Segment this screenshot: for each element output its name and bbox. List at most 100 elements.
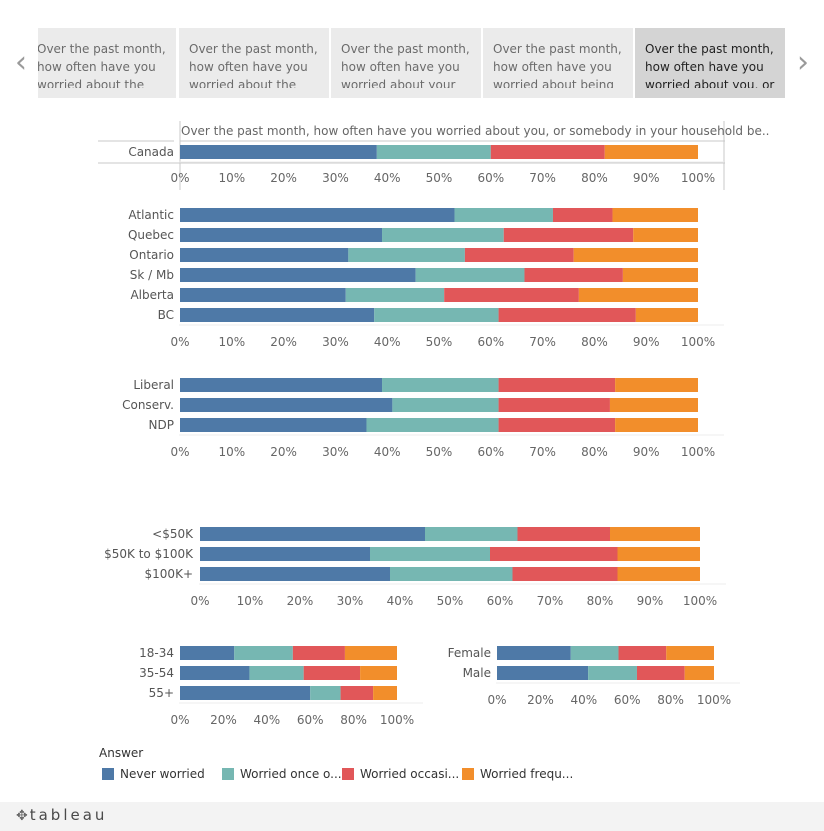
logo-text: tableau (29, 806, 108, 824)
bar-segment (604, 145, 698, 159)
tab-label: Over the past month, how often have you … (38, 42, 166, 88)
category-label: Sk / Mb (130, 268, 174, 282)
bar-segment (552, 208, 613, 222)
tick-label: 20% (270, 335, 297, 349)
bar-segment (498, 418, 616, 432)
bar-segment (666, 646, 714, 660)
tab-story-point-3[interactable]: Over the past month, how often have you … (331, 28, 481, 98)
legend-label: Worried occasi... (360, 767, 460, 781)
tick-label: 0% (170, 171, 189, 185)
tick-label: 90% (633, 445, 660, 459)
bar-segment (180, 398, 393, 412)
legend-item-worried-occasionally[interactable]: Worried occasi... (342, 766, 459, 782)
legend-item-worried-once[interactable]: Worried once o... (222, 766, 342, 782)
bar-segment (425, 527, 518, 541)
tick-label: 80% (587, 594, 614, 608)
tick-label: 0% (170, 335, 189, 349)
chevron-left-icon: ‹ (15, 45, 27, 80)
bar-segment (310, 686, 341, 700)
bar-segment (373, 686, 397, 700)
category-label: NDP (149, 418, 174, 432)
tick-label: 100% (683, 594, 717, 608)
bar-segment (444, 288, 579, 302)
prev-tab-button[interactable]: ‹ (6, 28, 36, 98)
tick-label: 60% (477, 335, 504, 349)
bar-segment (588, 666, 637, 680)
tick-label: 0% (170, 445, 189, 459)
bar-segment (609, 398, 698, 412)
bar-segment (360, 666, 397, 680)
bar-segment (180, 268, 416, 282)
bar-segment (303, 666, 361, 680)
tab-label: Over the past month, how often have you … (189, 42, 318, 88)
tick-label: 40% (374, 445, 401, 459)
chevron-right-icon: › (797, 45, 809, 80)
bar-segment (374, 308, 499, 322)
tick-label: 40% (374, 335, 401, 349)
legend-swatch (222, 768, 234, 780)
bar-segment (573, 248, 698, 262)
legend-swatch (462, 768, 474, 780)
tab-story-point-4[interactable]: Over the past month, how often have you … (483, 28, 633, 98)
tick-label: 30% (322, 445, 349, 459)
category-label: BC (158, 308, 174, 322)
bar-segment (180, 208, 455, 222)
tick-label: 20% (270, 445, 297, 459)
category-label: <$50K (152, 527, 194, 541)
tick-label: 30% (322, 335, 349, 349)
bar-segment (615, 418, 698, 432)
category-label: $50K to $100K (104, 547, 194, 561)
category-label: Liberal (133, 378, 174, 392)
next-tab-button[interactable]: › (788, 28, 818, 98)
tick-label: 40% (374, 171, 401, 185)
bar-segment (497, 646, 571, 660)
tick-label: 30% (322, 171, 349, 185)
tick-label: 30% (337, 594, 364, 608)
tab-story-point-1[interactable]: Over the past month, how often have you … (38, 28, 176, 98)
bar-segment (180, 228, 383, 242)
bar-segment (490, 145, 605, 159)
tick-label: 20% (287, 594, 314, 608)
tab-label: Over the past month, how often have you … (645, 42, 775, 88)
tick-label: 80% (340, 713, 367, 727)
tick-label: 10% (218, 171, 245, 185)
bar-segment (234, 646, 293, 660)
tick-label: 100% (697, 693, 731, 707)
tick-label: 70% (529, 445, 556, 459)
bar-segment (636, 666, 685, 680)
legend-item-worried-frequently[interactable]: Worried frequ... (462, 766, 573, 782)
tab-story-point-5-active[interactable]: Over the past month, how often have you … (635, 28, 785, 98)
tableau-logo[interactable]: ✥ tableau (16, 806, 107, 824)
legend-item-never-worried[interactable]: Never worried (102, 766, 205, 782)
tick-label: 80% (581, 171, 608, 185)
legend-label: Worried frequ... (480, 767, 574, 781)
bar-segment (392, 398, 499, 412)
bar-segment (512, 567, 618, 581)
bar-segment (348, 248, 465, 262)
legend-label: Never worried (120, 767, 205, 781)
category-label: 18-34 (139, 646, 174, 660)
tab-story-point-2[interactable]: Over the past month, how often have you … (179, 28, 329, 98)
bar-segment (382, 228, 504, 242)
tick-label: 70% (529, 171, 556, 185)
bar-segment (622, 268, 698, 282)
tick-label: 90% (637, 594, 664, 608)
legend-title: Answer (99, 746, 144, 760)
chart-title: Over the past month, how often have you … (181, 124, 769, 138)
tick-label: 80% (581, 445, 608, 459)
bar-segment (366, 418, 499, 432)
bar-segment (498, 378, 616, 392)
bar-segment (180, 308, 375, 322)
category-label: Atlantic (128, 208, 174, 222)
bar-segment (454, 208, 553, 222)
bar-segment (340, 686, 374, 700)
tick-label: 20% (270, 171, 297, 185)
bar-segment (200, 547, 370, 561)
bar-segment (345, 288, 445, 302)
bar-segment (180, 248, 349, 262)
tab-label: Over the past month, how often have you … (493, 42, 622, 88)
bar-segment (618, 646, 667, 660)
bar-segment (180, 288, 346, 302)
legend-swatch (342, 768, 354, 780)
tick-label: 100% (681, 445, 715, 459)
